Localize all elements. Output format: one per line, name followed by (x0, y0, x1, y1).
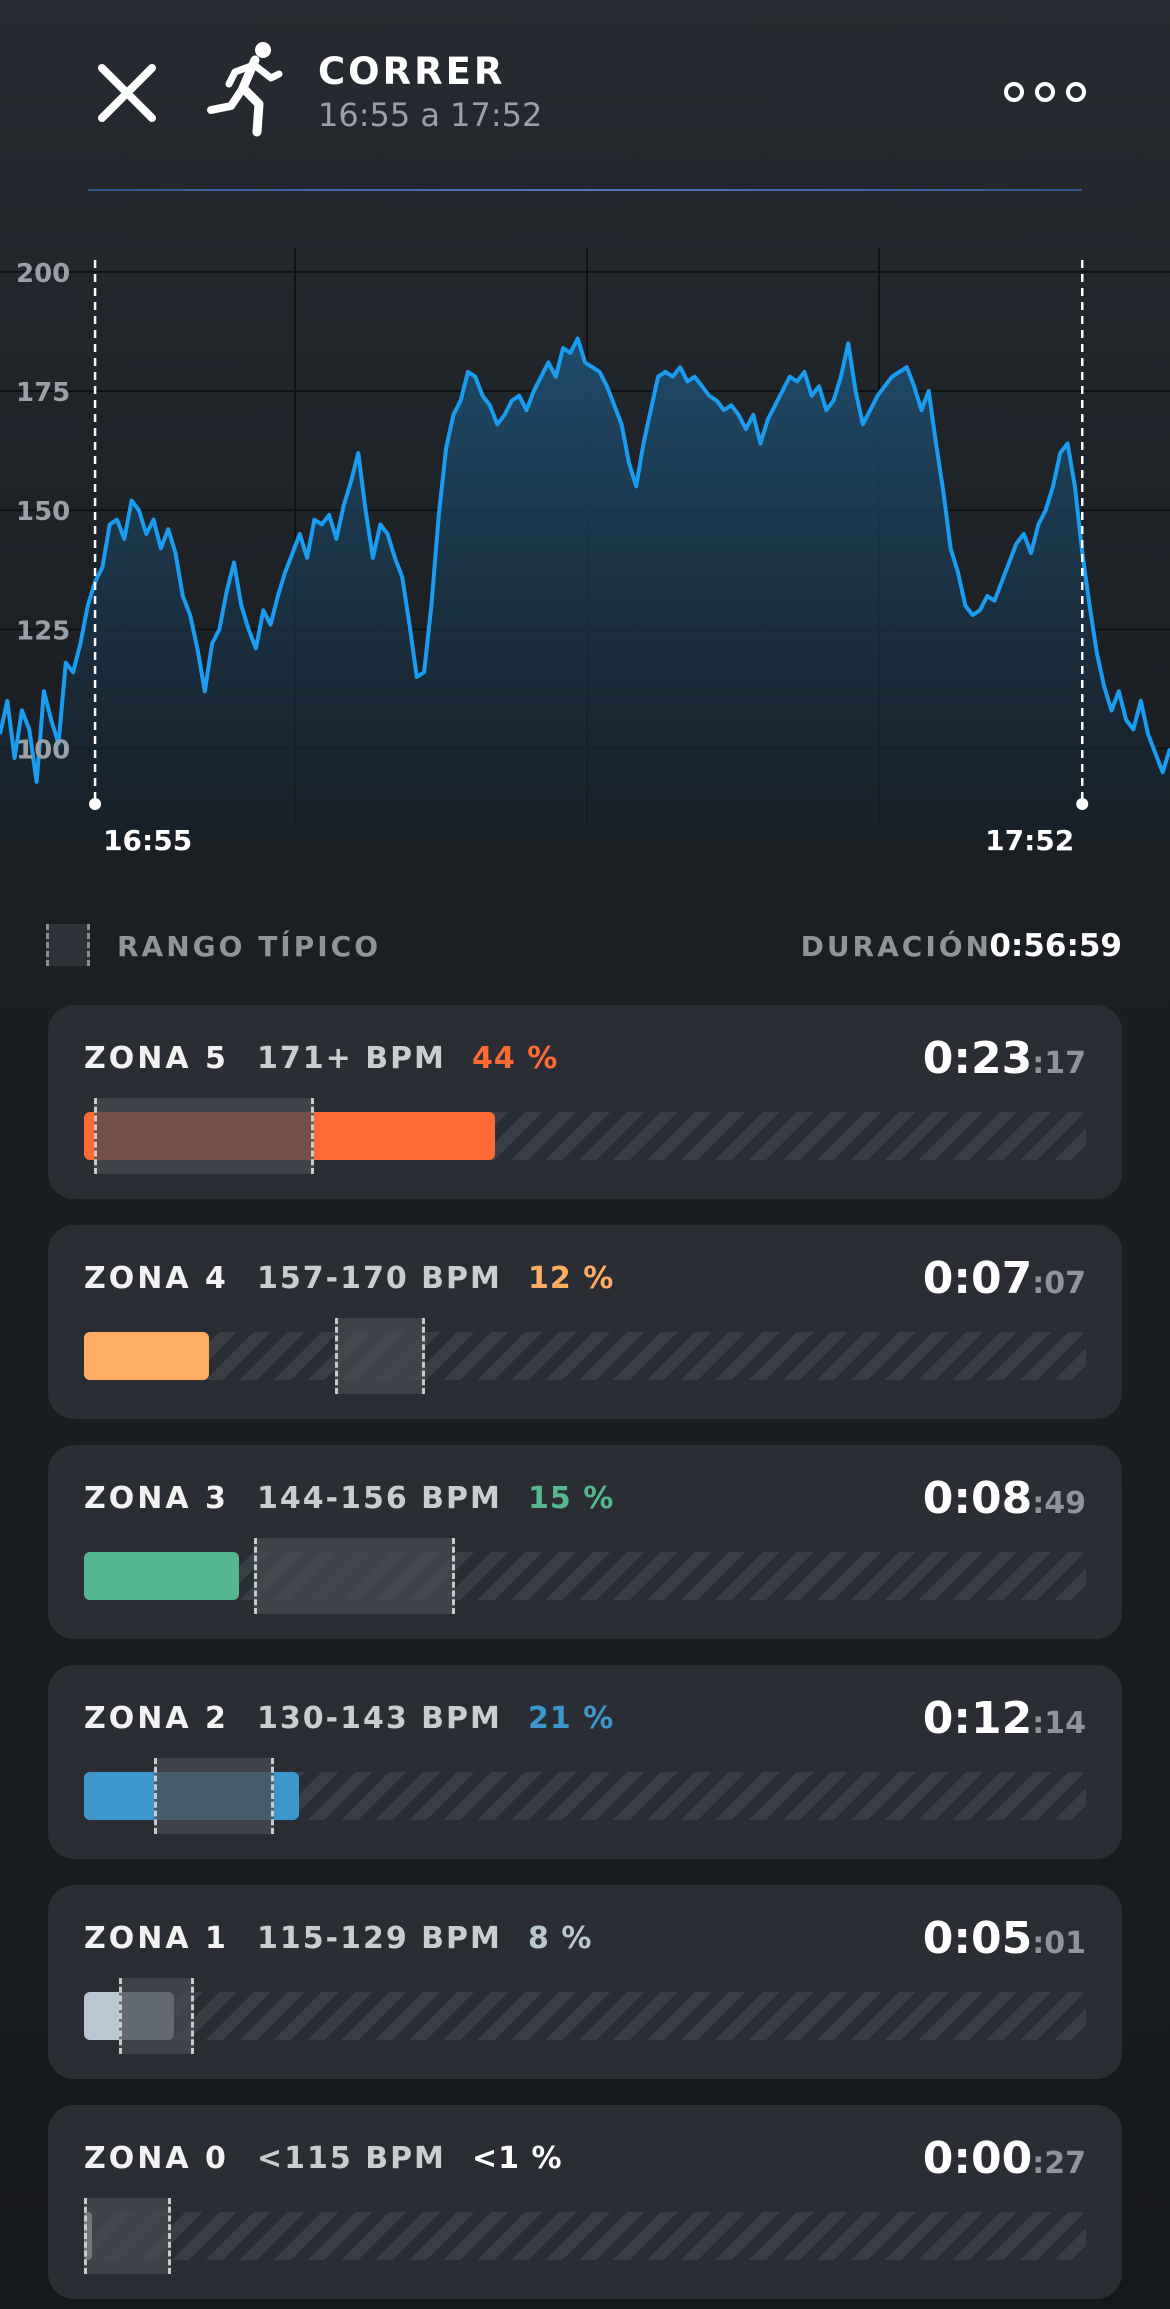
header-divider (88, 189, 1082, 191)
zone-time-seconds: :01 (1032, 1926, 1086, 1961)
zone-name: ZONA 4 (84, 1261, 229, 1296)
zone-percent: 12 % (528, 1261, 615, 1296)
zone-percent: 21 % (528, 1701, 615, 1736)
time-marker-dot (1076, 798, 1089, 810)
legend-row: RANGO TÍPICO DURACIÓN 0:56:59 (0, 920, 1170, 970)
zone-time-seconds: :07 (1032, 1266, 1086, 1301)
duration-label: DURACIÓN (800, 930, 992, 963)
zone-bar-fill (84, 1332, 210, 1380)
zone-time-seconds: :17 (1032, 1046, 1086, 1081)
heart-rate-line (0, 336, 1170, 784)
y-tick-label: 125 (16, 616, 70, 646)
zone-time: 0:07:07 (923, 1253, 1086, 1304)
zone-time: 0:05:01 (923, 1913, 1086, 1964)
zone-time-main: 0:05 (922, 1913, 1033, 1964)
zone-time-seconds: :49 (1032, 1486, 1086, 1521)
typical-range-marker (334, 1318, 425, 1394)
zone-time-main: 0:00 (922, 2133, 1033, 2184)
y-tick-label: 100 (16, 736, 70, 766)
zone-card[interactable]: ZONA 5 171+ BPM 44 % 0:23:17 (48, 1005, 1122, 1199)
zone-percent: 15 % (528, 1481, 615, 1516)
zone-name: ZONA 0 (84, 2141, 229, 2176)
zone-percent: <1 % (472, 2141, 563, 2176)
heart-rate-chart: 200 175 150 125 100 16:55 17:52 (0, 248, 1170, 857)
zone-bar-track (84, 2198, 1086, 2274)
zone-name: ZONA 3 (84, 1481, 229, 1516)
typical-range-swatch (46, 924, 90, 966)
zone-time-main: 0:08 (922, 1473, 1033, 1524)
zone-bpm-range: 157-170 BPM (257, 1261, 502, 1296)
typical-range-marker (119, 1978, 195, 2054)
zone-card[interactable]: ZONA 0 <115 BPM <1 % 0:00:27 (48, 2105, 1122, 2299)
zone-time: 0:08:49 (923, 1473, 1086, 1524)
more-icon[interactable] (1000, 78, 1090, 106)
zone-bpm-range: 144-156 BPM (257, 1481, 502, 1516)
typical-range-label: RANGO TÍPICO (117, 930, 382, 963)
activity-title: CORRER (318, 50, 506, 93)
typical-range-marker (254, 1538, 455, 1614)
zone-bar-track (84, 1098, 1086, 1174)
zone-time-main: 0:12 (922, 1693, 1033, 1744)
typical-range-marker (154, 1758, 275, 1834)
y-tick-label: 150 (16, 497, 70, 527)
zone-percent: 8 % (528, 1921, 593, 1956)
time-markers: 16:55 17:52 (89, 260, 1089, 857)
zone-bpm-range: 130-143 BPM (257, 1701, 502, 1736)
zone-card[interactable]: ZONA 1 115-129 BPM 8 % 0:05:01 (48, 1885, 1122, 2079)
zone-time-seconds: :14 (1032, 1706, 1086, 1741)
time-marker-dot (89, 798, 102, 810)
typical-range-marker (84, 2198, 172, 2274)
typical-range-marker (94, 1098, 315, 1174)
running-icon (207, 42, 283, 137)
zone-bar-track (84, 1978, 1086, 2054)
y-axis-ticks: 200 175 150 125 100 (16, 259, 70, 766)
activity-time-range: 16:55 a 17:52 (318, 96, 543, 134)
zone-time: 0:00:27 (923, 2133, 1086, 2184)
zone-bpm-range: <115 BPM (257, 2141, 446, 2176)
zone-bar-track (84, 1318, 1086, 1394)
zone-name: ZONA 2 (84, 1701, 229, 1736)
zone-time: 0:12:14 (923, 1693, 1086, 1744)
zone-bpm-range: 115-129 BPM (257, 1921, 502, 1956)
zone-bar-track (84, 1758, 1086, 1834)
zone-card[interactable]: ZONA 2 130-143 BPM 21 % 0:12:14 (48, 1665, 1122, 1859)
zone-bar-fill (84, 1552, 240, 1600)
zone-card[interactable]: ZONA 3 144-156 BPM 15 % 0:08:49 (48, 1445, 1122, 1639)
start-time-label: 16:55 (103, 824, 192, 857)
y-tick-label: 175 (16, 378, 70, 408)
header: CORRER 16:55 a 17:52 (0, 0, 1170, 200)
zone-card[interactable]: ZONA 4 157-170 BPM 12 % 0:07:07 (48, 1225, 1122, 1419)
end-time-label: 17:52 (985, 824, 1074, 857)
zone-bpm-range: 171+ BPM (257, 1041, 446, 1076)
zone-name: ZONA 5 (84, 1041, 229, 1076)
zone-time-main: 0:23 (922, 1033, 1033, 1084)
zone-time-seconds: :27 (1032, 2146, 1086, 2181)
y-tick-label: 200 (16, 259, 70, 289)
heart-rate-area (0, 338, 1170, 840)
zone-name: ZONA 1 (84, 1921, 229, 1956)
duration-value: 0:56:59 (989, 928, 1122, 964)
close-icon[interactable] (92, 58, 162, 128)
zone-percent: 44 % (472, 1041, 559, 1076)
zone-time: 0:23:17 (923, 1033, 1086, 1084)
zone-bar-track (84, 1538, 1086, 1614)
zone-time-main: 0:07 (922, 1253, 1033, 1304)
